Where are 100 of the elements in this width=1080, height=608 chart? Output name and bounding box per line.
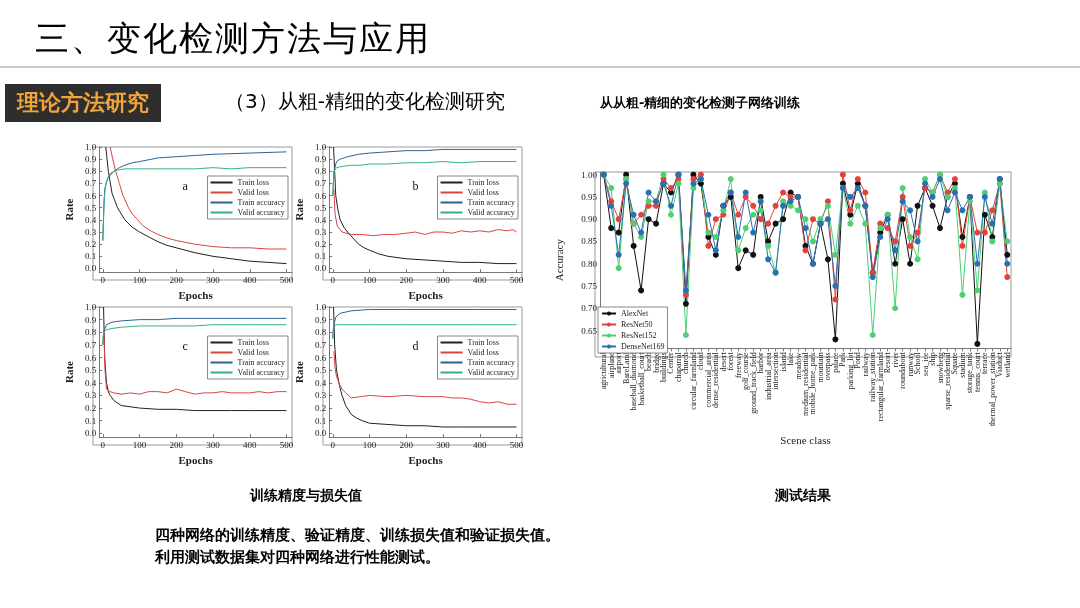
point: [638, 287, 645, 294]
x-tick-label: bridge: [651, 351, 661, 373]
point: [974, 260, 981, 267]
x-tick-label: Square: [950, 351, 960, 375]
point: [869, 331, 876, 338]
line-series: [332, 161, 517, 197]
y-tick-label: 0.6: [314, 190, 327, 201]
point: [682, 331, 689, 338]
point: [757, 198, 764, 205]
y-tick-label: 0.2: [314, 239, 327, 250]
y-tick-label: 0.6: [314, 352, 327, 363]
legend-label: Train accuracy: [237, 358, 286, 367]
x-tick-label: 100: [132, 439, 147, 450]
point: [869, 274, 876, 281]
x-tick-label: 100: [362, 274, 377, 285]
text: 四种网络的训练精度、验证精度、训练损失值和验证损失值。: [155, 526, 560, 545]
point: [907, 242, 914, 249]
y-tick-label: 1.0: [314, 142, 327, 152]
line-series: [102, 167, 287, 242]
legend-label: Train loss: [467, 338, 500, 347]
point: [832, 336, 839, 343]
point: [638, 211, 645, 218]
x-tick-label: storage_tank: [965, 352, 975, 394]
y-tick-label: 0.5: [84, 365, 97, 376]
y-tick-label: 0.2: [314, 403, 327, 414]
y-tick-label: 0.3: [84, 227, 97, 238]
x-tick-label: 200: [399, 439, 414, 450]
x-axis-title: Scene class: [780, 433, 831, 446]
point: [772, 202, 779, 209]
y-tick-label: 0.90: [581, 214, 598, 225]
point: [630, 242, 637, 249]
point: [615, 216, 622, 223]
y-tick-label: 0.4: [84, 377, 97, 388]
x-tick-label: overpass: [823, 352, 833, 381]
point: [832, 251, 839, 258]
y-tick-label: 0.0: [84, 263, 97, 274]
point: [944, 207, 951, 214]
x-tick-label: desert: [718, 351, 728, 372]
y-axis-title: Rate: [62, 198, 75, 221]
x-tick-label: Viaduct: [995, 351, 1005, 378]
point: [884, 216, 891, 223]
point: [892, 238, 899, 245]
y-tick-label: 0.4: [314, 214, 327, 225]
point: [787, 198, 794, 205]
x-tick-label: 400: [473, 274, 488, 285]
y-tick-label: 0.1: [84, 415, 97, 426]
point: [914, 256, 921, 263]
x-tick-label: 400: [243, 439, 258, 450]
y-tick-label: 0.7: [84, 339, 97, 350]
point: [937, 176, 944, 183]
x-tick-label: railway_station: [868, 352, 878, 402]
legend-label: DenseNet169: [621, 342, 665, 351]
legend-label: Valid accuracy: [467, 208, 515, 217]
x-tick-label: freeway: [733, 352, 743, 379]
point: [615, 251, 622, 258]
x-tick-label: lake: [786, 351, 796, 366]
x-tick-label: 200: [399, 274, 414, 285]
x-tick-label: beach: [644, 352, 654, 371]
y-tick-label: 0.7: [314, 178, 327, 189]
x-tick-label: industrial_area: [763, 351, 773, 400]
x-tick-label: sea_ice: [920, 351, 930, 376]
point: [907, 234, 914, 241]
point: [854, 202, 861, 209]
y-tick-label: 0.8: [314, 166, 327, 177]
point: [929, 193, 936, 200]
point: [959, 242, 966, 249]
x-tick-label: commercial_area: [703, 351, 713, 408]
point: [668, 211, 674, 218]
x-tick-label: wetland: [1002, 352, 1012, 378]
point: [951, 185, 958, 192]
point: [914, 229, 921, 236]
x-tick-label: buildings: [659, 352, 669, 383]
annotation: b: [412, 179, 419, 193]
line-series: [102, 324, 287, 346]
point: [899, 185, 906, 192]
x-tick-label: dense_residential: [711, 351, 721, 408]
y-tick-label: 0.1: [314, 415, 327, 426]
point: [877, 225, 884, 232]
point: [653, 220, 660, 227]
annotation: a: [182, 179, 189, 193]
point: [929, 202, 936, 209]
y-tick-label: 0.9: [84, 314, 97, 325]
point: [981, 211, 988, 218]
point: [854, 176, 861, 183]
point: [623, 180, 630, 187]
line-series: [333, 189, 517, 237]
legend-label: ResNet152: [621, 331, 657, 340]
legend-label: Train accuracy: [237, 198, 286, 207]
x-tick-label: 400: [473, 439, 488, 450]
point: [735, 234, 742, 241]
point: [735, 211, 742, 218]
point: [780, 202, 787, 209]
y-tick-label: 0.85: [581, 236, 598, 247]
point: [892, 247, 899, 254]
point: [832, 296, 839, 303]
y-axis-title: Rate: [292, 198, 305, 221]
point: [847, 193, 854, 200]
point: [668, 185, 674, 192]
legend-label: Train loss: [467, 178, 500, 187]
x-tick-label: 300: [436, 439, 451, 450]
